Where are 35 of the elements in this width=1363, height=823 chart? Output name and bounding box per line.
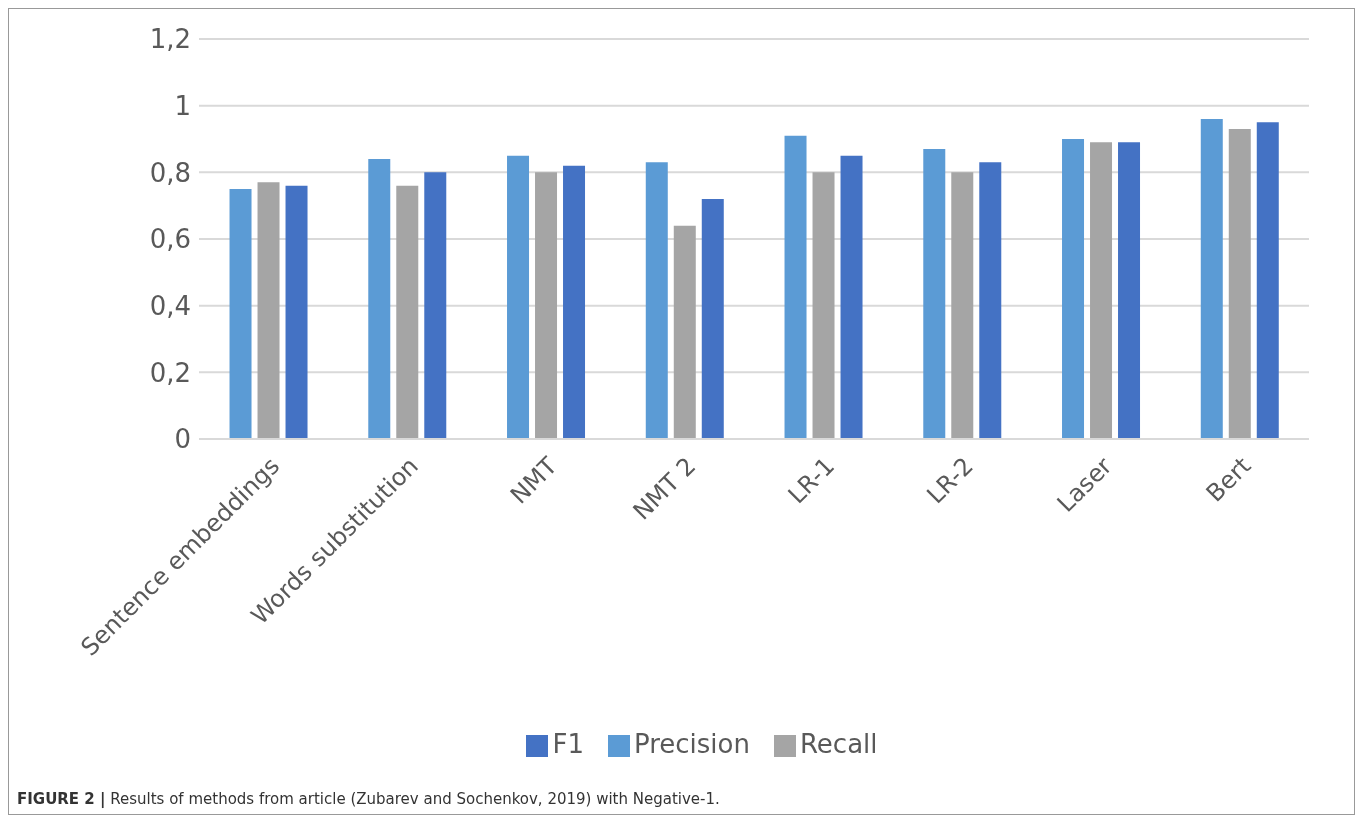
bar (1062, 139, 1085, 439)
bar (507, 155, 530, 439)
bar (840, 155, 863, 439)
bar (285, 185, 308, 439)
bar (535, 172, 558, 439)
bar (812, 172, 835, 439)
legend-label: Recall (799, 729, 878, 759)
y-tick-label: 1 (174, 90, 191, 121)
y-tick-label: 1,2 (149, 24, 191, 55)
bar (673, 225, 696, 439)
bar (1200, 119, 1223, 439)
bar (368, 159, 391, 439)
bar (229, 189, 252, 439)
bar (1118, 142, 1141, 439)
caption: FIGURE 2 | Results of methods from article (Zubarev and Sochenkov, 2019) with Negative-1. (17, 790, 720, 808)
y-tick-label: 0,2 (149, 357, 191, 388)
bar (424, 172, 447, 439)
bar (1090, 142, 1113, 439)
bar (1228, 129, 1251, 439)
bar (563, 165, 586, 439)
bar (396, 185, 419, 439)
bar (645, 162, 668, 439)
bar (784, 135, 807, 439)
y-tick-label: 0,4 (149, 290, 191, 321)
y-tick-label: 0 (174, 424, 191, 455)
y-tick-label: 0,6 (149, 224, 191, 255)
bar (979, 162, 1002, 439)
bar (701, 199, 724, 439)
legend-label: F1 (552, 729, 584, 759)
bar (1256, 122, 1279, 439)
legend-label: Precision (633, 729, 750, 759)
bar (923, 149, 946, 439)
bar (257, 182, 280, 439)
y-tick-label: 0,8 (149, 157, 191, 188)
bar (951, 172, 974, 439)
